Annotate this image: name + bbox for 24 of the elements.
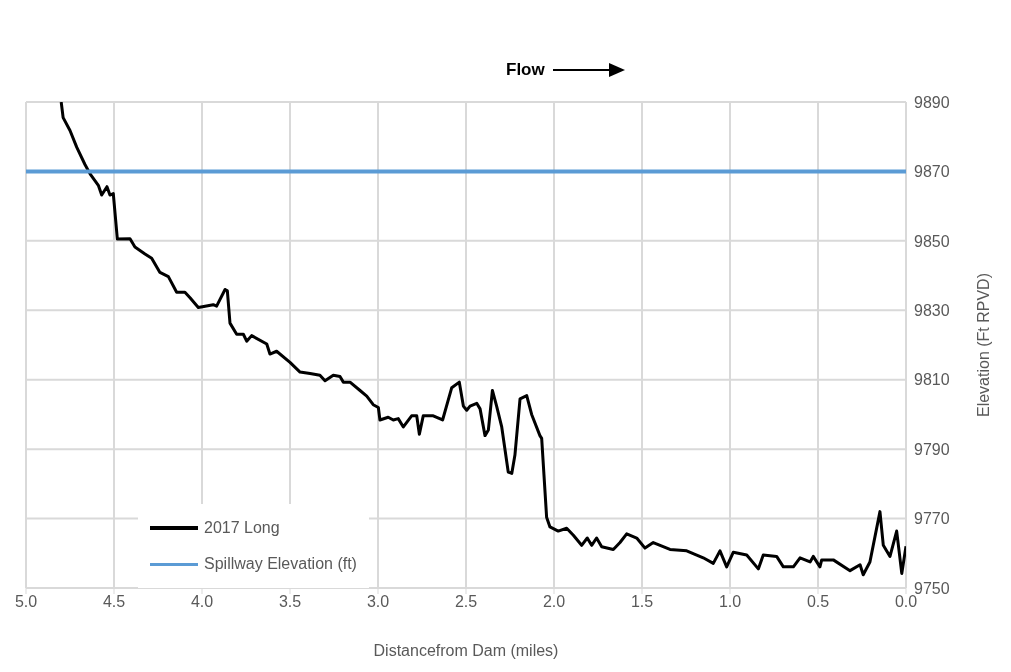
x-tick-label: 0.5 — [806, 593, 830, 611]
x-tick-label: 0.0 — [894, 593, 918, 611]
y-axis-title: Elevation (Ft RPVD) — [974, 272, 992, 418]
x-tick-label: 5.0 — [14, 593, 38, 611]
legend-label: 2017 Long — [204, 519, 280, 537]
x-axis-title: Distancefrom Dam (miles) — [373, 642, 559, 659]
y-tick-label: 9810 — [914, 371, 950, 389]
x-tick-label: 4.5 — [102, 593, 126, 611]
y-tick-label: 9770 — [914, 510, 950, 528]
x-tick-label: 1.0 — [718, 593, 742, 611]
y-tick-label: 9850 — [914, 232, 950, 250]
y-tick-label: 9870 — [914, 163, 950, 181]
text: Flow — [506, 60, 545, 80]
y-tick-label: 9830 — [914, 301, 950, 319]
x-tick-label: 2.0 — [542, 593, 566, 611]
x-tick-label: 2.5 — [454, 593, 478, 611]
x-tick-label: 3.0 — [366, 593, 390, 611]
x-tick-label: 1.5 — [630, 593, 654, 611]
y-tick-label: 9790 — [914, 440, 950, 458]
y-tick-label: 9890 — [914, 93, 950, 111]
x-tick-label: 3.5 — [278, 593, 302, 611]
line-series — [59, 102, 906, 577]
x-tick-label: 4.0 — [190, 593, 214, 611]
legend-label: Spillway Elevation (ft) — [204, 555, 357, 573]
